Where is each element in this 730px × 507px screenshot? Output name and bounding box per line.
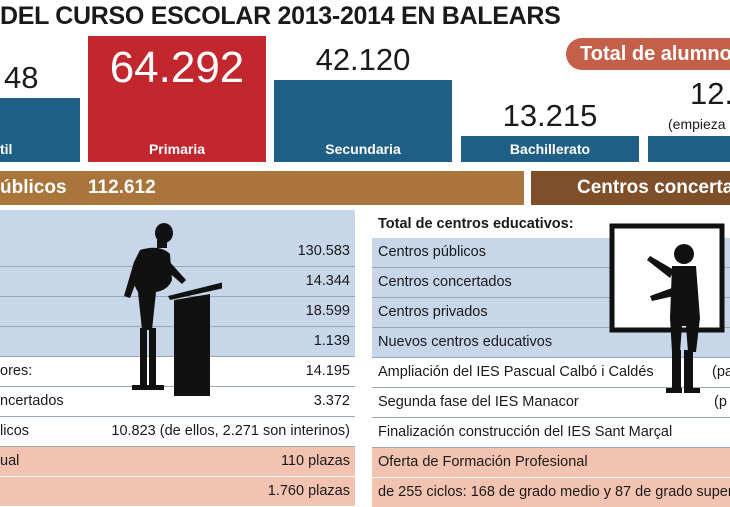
- band-publicos: úblicos 112.612: [0, 171, 524, 205]
- left-row: ual 110 plazas: [0, 447, 355, 476]
- bar-value-bachillerato: 13.215: [502, 98, 598, 133]
- bar-label-bachillerato: Bachillerato: [509, 141, 591, 157]
- right-row: Segunda fase del IES Manacor (p: [372, 388, 730, 417]
- left-row-value: 110 plazas: [280, 453, 350, 469]
- student-whiteboard-illustration: [609, 223, 725, 393]
- total-alumnos-pill: Total de alumnos: [566, 38, 730, 70]
- right-row: Ampliación del IES Pascual Calbó i Caldé…: [372, 358, 730, 387]
- bar-primaria: [88, 36, 266, 162]
- right-row-label: Segunda fase del IES Manacor: [378, 394, 579, 410]
- bar-sublabel-fp: (empieza: [668, 116, 726, 132]
- band-concertados: Centros concertados: [531, 171, 730, 205]
- chart-title: DEL CURSO ESCOLAR 2013-2014 EN BALEARS: [0, 2, 560, 30]
- left-row-value: 3.372: [313, 393, 350, 409]
- right-row: de 255 ciclos: 168 de grado medio y 87 d…: [372, 478, 730, 507]
- left-row-label: ual: [0, 453, 20, 469]
- band-concertados-label: Centros concertados: [577, 177, 730, 198]
- left-row-value: 10.823 (de ellos, 2.271 son interinos): [111, 423, 350, 439]
- right-row: Oferta de Formación Profesional: [372, 448, 730, 477]
- bar-fp: [648, 136, 730, 162]
- right-row-header: Total de centros educativos:: [378, 216, 574, 232]
- left-row: 130.583: [0, 237, 355, 266]
- left-row-value: 130.583: [297, 243, 350, 259]
- right-row-value: (p: [714, 394, 727, 410]
- bar-bachillerato: [461, 136, 639, 162]
- left-row-label: licos: [0, 423, 30, 439]
- left-row-value: 1.139: [313, 333, 350, 349]
- bar-value-primaria: 64.292: [109, 43, 245, 92]
- band-publicos-label: úblicos: [0, 177, 67, 198]
- right-row: Finalización construcción del IES Sant M…: [378, 424, 673, 440]
- left-row-value: 14.195: [305, 363, 350, 379]
- teacher-lectern-illustration: [124, 223, 222, 396]
- left-row: [0, 210, 355, 237]
- bar-value-infantil: 48: [4, 60, 39, 95]
- left-row-value: 14.344: [305, 273, 350, 289]
- bar-value-secundaria: 42.120: [315, 42, 411, 77]
- left-row-value: 18.599: [305, 303, 350, 319]
- bar-label-secundaria: Secundaria: [325, 141, 401, 157]
- band-publicos-value: 112.612: [88, 177, 156, 198]
- left-row: ncertados 3.372: [0, 387, 355, 416]
- bar-label-primaria: Primaria: [148, 141, 206, 157]
- bar-secundaria: [274, 80, 452, 162]
- left-row: 1.760 plazas: [0, 477, 355, 506]
- right-row: Nuevos centros educativos: [372, 328, 730, 357]
- right-row-label: Ampliación del IES Pascual Calbó i Caldé…: [378, 364, 654, 380]
- left-row: licos 10.823 (de ellos, 2.271 son interin…: [0, 417, 355, 446]
- bar-value-fp: 12.: [690, 76, 730, 111]
- left-row-label: ores:: [0, 363, 33, 379]
- left-row-value: 1.760 plazas: [267, 483, 350, 499]
- left-table: 130.583 14.344 18.599 1.139 ores: 14.195 …: [0, 210, 355, 506]
- left-row-label: ncertados: [0, 393, 64, 409]
- right-row-value: (pa: [712, 364, 730, 380]
- left-row: ores: 14.195: [0, 357, 355, 386]
- bar-infantil: [0, 98, 80, 162]
- bar-label-infantil: til: [0, 141, 13, 157]
- right-table: Total de centros educativos: Centros púb…: [372, 210, 730, 507]
